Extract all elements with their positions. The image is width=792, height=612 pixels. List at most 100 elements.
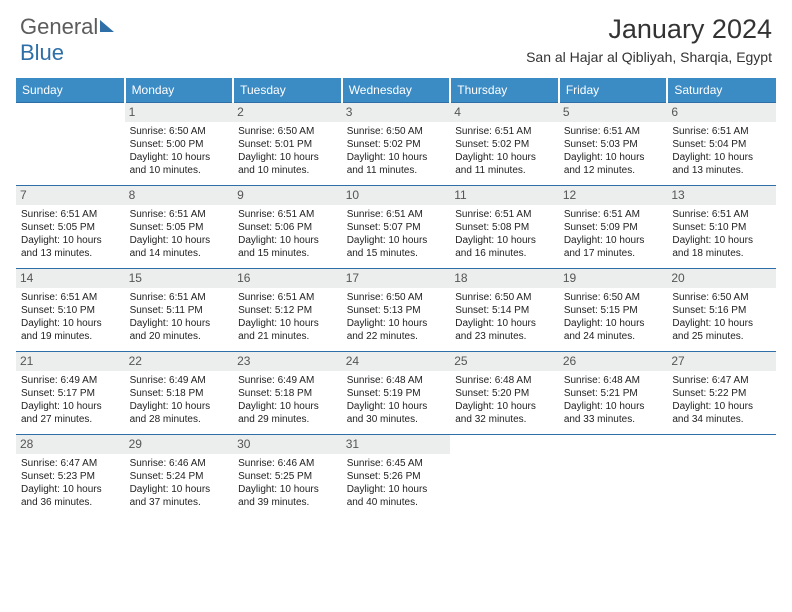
day-number: [16, 103, 125, 122]
day-info-line: Sunrise: 6:48 AM: [455, 374, 554, 387]
day-info-line: and 36 minutes.: [21, 496, 120, 509]
day-info-line: Sunrise: 6:46 AM: [130, 457, 229, 470]
day-number: 1: [125, 103, 234, 122]
day-info-line: Sunrise: 6:51 AM: [672, 125, 771, 138]
day-cell: 5Sunrise: 6:51 AMSunset: 5:03 PMDaylight…: [559, 103, 668, 186]
day-info-line: and 10 minutes.: [130, 164, 229, 177]
day-cell: 3Sunrise: 6:50 AMSunset: 5:02 PMDaylight…: [342, 103, 451, 186]
dayhead-thursday: Thursday: [450, 78, 559, 103]
day-cell: 19Sunrise: 6:50 AMSunset: 5:15 PMDayligh…: [559, 269, 668, 352]
day-cell: 30Sunrise: 6:46 AMSunset: 5:25 PMDayligh…: [233, 435, 342, 518]
day-info-line: Daylight: 10 hours: [455, 151, 554, 164]
day-cell: 17Sunrise: 6:50 AMSunset: 5:13 PMDayligh…: [342, 269, 451, 352]
day-number: 11: [450, 186, 559, 205]
day-info-line: Sunrise: 6:50 AM: [347, 291, 446, 304]
day-info-line: Sunset: 5:00 PM: [130, 138, 229, 151]
day-info-line: Sunset: 5:21 PM: [564, 387, 663, 400]
day-info-line: and 25 minutes.: [672, 330, 771, 343]
day-info-line: Daylight: 10 hours: [238, 483, 337, 496]
day-info-line: Sunrise: 6:50 AM: [347, 125, 446, 138]
day-info-line: Sunset: 5:23 PM: [21, 470, 120, 483]
day-info-line: and 11 minutes.: [455, 164, 554, 177]
day-cell: 31Sunrise: 6:45 AMSunset: 5:26 PMDayligh…: [342, 435, 451, 518]
day-info-line: and 11 minutes.: [347, 164, 446, 177]
day-info-line: Sunrise: 6:51 AM: [672, 208, 771, 221]
day-info-line: Sunrise: 6:50 AM: [455, 291, 554, 304]
day-number: 3: [342, 103, 451, 122]
day-info-line: and 17 minutes.: [564, 247, 663, 260]
day-info-line: Sunset: 5:03 PM: [564, 138, 663, 151]
calendar-table: SundayMondayTuesdayWednesdayThursdayFrid…: [16, 78, 776, 517]
day-info-line: Sunrise: 6:49 AM: [130, 374, 229, 387]
day-info-line: Daylight: 10 hours: [455, 234, 554, 247]
day-info-line: Sunset: 5:14 PM: [455, 304, 554, 317]
day-info-line: and 40 minutes.: [347, 496, 446, 509]
day-number: 8: [125, 186, 234, 205]
day-info-line: Sunset: 5:05 PM: [130, 221, 229, 234]
day-info-line: and 22 minutes.: [347, 330, 446, 343]
day-info-line: Sunrise: 6:51 AM: [347, 208, 446, 221]
day-info-line: Daylight: 10 hours: [238, 234, 337, 247]
day-info-line: Sunrise: 6:51 AM: [455, 208, 554, 221]
day-info-line: and 30 minutes.: [347, 413, 446, 426]
logo-word1: General: [20, 14, 98, 39]
day-cell: [16, 103, 125, 186]
day-number: 24: [342, 352, 451, 371]
dayhead-friday: Friday: [559, 78, 668, 103]
day-info-line: Sunset: 5:17 PM: [21, 387, 120, 400]
day-number: 26: [559, 352, 668, 371]
day-info-line: Sunset: 5:02 PM: [347, 138, 446, 151]
day-cell: 13Sunrise: 6:51 AMSunset: 5:10 PMDayligh…: [667, 186, 776, 269]
logo-triangle-icon: [100, 20, 114, 32]
day-info-line: Daylight: 10 hours: [130, 234, 229, 247]
day-number: 19: [559, 269, 668, 288]
week-row: 1 Sunrise: 6:50 AM Sunset: 5:00 PM Daylight…: [16, 103, 776, 186]
day-info-line: Sunrise: 6:50 AM: [238, 125, 337, 138]
day-number: 5: [559, 103, 668, 122]
day-info-line: Sunset: 5:10 PM: [672, 221, 771, 234]
day-number: [667, 435, 776, 454]
day-info-line: and 29 minutes.: [238, 413, 337, 426]
day-info-line: and 21 minutes.: [238, 330, 337, 343]
day-cell: 8 Sunrise: 6:51 AMSunset: 5:05 PMDaylight…: [125, 186, 234, 269]
day-number: 17: [342, 269, 451, 288]
day-info-line: Daylight: 10 hours: [130, 400, 229, 413]
day-cell: 11Sunrise: 6:51 AMSunset: 5:08 PMDayligh…: [450, 186, 559, 269]
day-number: 10: [342, 186, 451, 205]
day-cell: [450, 435, 559, 518]
logo-text: General Blue: [20, 14, 114, 66]
day-cell: 25Sunrise: 6:48 AMSunset: 5:20 PMDayligh…: [450, 352, 559, 435]
day-info-line: Daylight: 10 hours: [130, 317, 229, 330]
day-info-line: Daylight: 10 hours: [455, 400, 554, 413]
day-info-line: Daylight: 10 hours: [672, 400, 771, 413]
day-info-line: Sunset: 5:06 PM: [238, 221, 337, 234]
day-cell: 29Sunrise: 6:46 AMSunset: 5:24 PMDayligh…: [125, 435, 234, 518]
day-cell: 23Sunrise: 6:49 AMSunset: 5:18 PMDayligh…: [233, 352, 342, 435]
day-cell: 4Sunrise: 6:51 AMSunset: 5:02 PMDaylight…: [450, 103, 559, 186]
day-info-line: Sunrise: 6:50 AM: [564, 291, 663, 304]
day-info-line: Sunrise: 6:48 AM: [347, 374, 446, 387]
day-info-line: Daylight: 10 hours: [564, 234, 663, 247]
day-info-line: Sunrise: 6:51 AM: [130, 208, 229, 221]
day-number: 31: [342, 435, 451, 454]
day-info-line: Sunrise: 6:49 AM: [21, 374, 120, 387]
day-info-line: Sunset: 5:25 PM: [238, 470, 337, 483]
day-info-line: Daylight: 10 hours: [21, 234, 120, 247]
day-cell: 10Sunrise: 6:51 AMSunset: 5:07 PMDayligh…: [342, 186, 451, 269]
day-info-line: Sunset: 5:13 PM: [347, 304, 446, 317]
day-info-line: Sunset: 5:01 PM: [238, 138, 337, 151]
day-info-line: Daylight: 10 hours: [21, 400, 120, 413]
day-number: 13: [667, 186, 776, 205]
day-cell: 28Sunrise: 6:47 AMSunset: 5:23 PMDayligh…: [16, 435, 125, 518]
day-number: 21: [16, 352, 125, 371]
day-number: 16: [233, 269, 342, 288]
day-info-line: and 16 minutes.: [455, 247, 554, 260]
day-info-line: Sunset: 5:16 PM: [672, 304, 771, 317]
day-number: 27: [667, 352, 776, 371]
day-info-line: and 19 minutes.: [21, 330, 120, 343]
day-info-line: Daylight: 10 hours: [672, 317, 771, 330]
day-cell: 27Sunrise: 6:47 AMSunset: 5:22 PMDayligh…: [667, 352, 776, 435]
day-cell: 21 Sunrise: 6:49 AMSunset: 5:17 PMDayligh…: [16, 352, 125, 435]
day-cell: 2Sunrise: 6:50 AMSunset: 5:01 PMDaylight…: [233, 103, 342, 186]
day-info-line: and 33 minutes.: [564, 413, 663, 426]
